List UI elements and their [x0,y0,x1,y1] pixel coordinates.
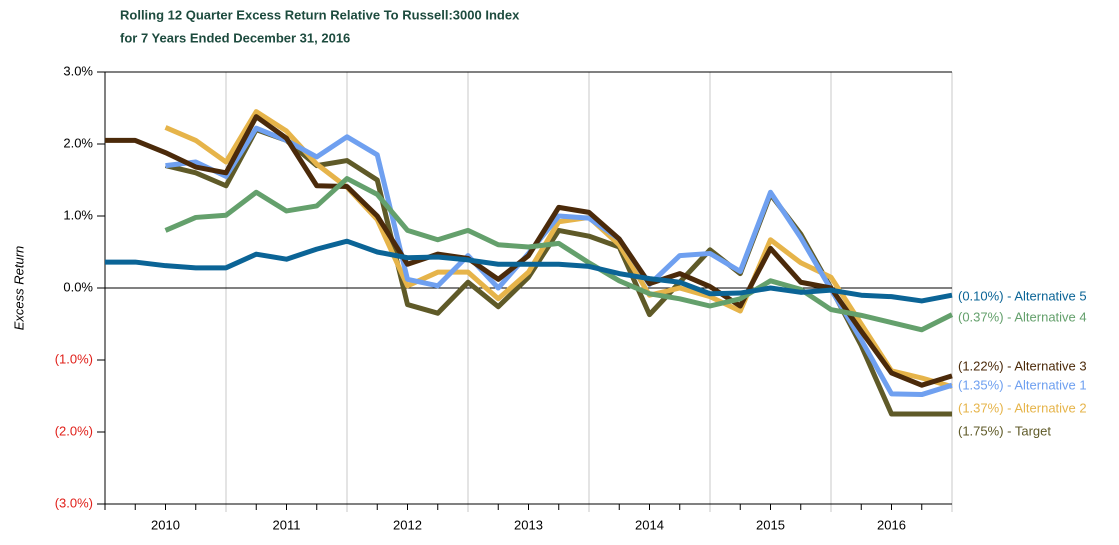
legend-label: (0.37%) - Alternative 4 [958,309,1087,324]
legend-label: (1.22%) - Alternative 3 [958,358,1087,373]
legend-label: (1.37%) - Alternative 2 [958,400,1087,415]
series-line [165,125,953,398]
series-line [164,176,954,333]
legend-label: (1.75%) - Target [958,423,1051,438]
series-line [164,109,953,390]
y-tick-label: 0.0% [63,279,93,294]
x-tick-label: 2010 [151,517,180,532]
legend-label: (1.35%) - Alternative 1 [958,377,1087,392]
series-line [164,127,952,417]
series-line [105,114,953,388]
chart-subtitle: for 7 Years Ended December 31, 2016 [120,30,350,45]
x-tick-label: 2014 [635,517,664,532]
x-tick-label: 2012 [393,517,422,532]
x-tick-label: 2015 [756,517,785,532]
x-tick-label: 2013 [514,517,543,532]
y-tick-label: (3.0%) [55,495,93,510]
y-tick-label: 1.0% [63,207,93,222]
x-tick-label: 2011 [273,517,301,532]
series-line [105,238,953,304]
x-tick-label: 2016 [877,517,906,532]
y-tick-label: (1.0%) [55,351,93,366]
y-axis-label: Excess Return [11,246,26,331]
legend-label: (0.10%) - Alternative 5 [958,288,1087,303]
y-tick-label: 2.0% [63,135,93,150]
y-tick-label: 3.0% [63,63,93,78]
chart-title: Rolling 12 Quarter Excess Return Relativ… [120,7,520,22]
y-tick-label: (2.0%) [55,423,93,438]
